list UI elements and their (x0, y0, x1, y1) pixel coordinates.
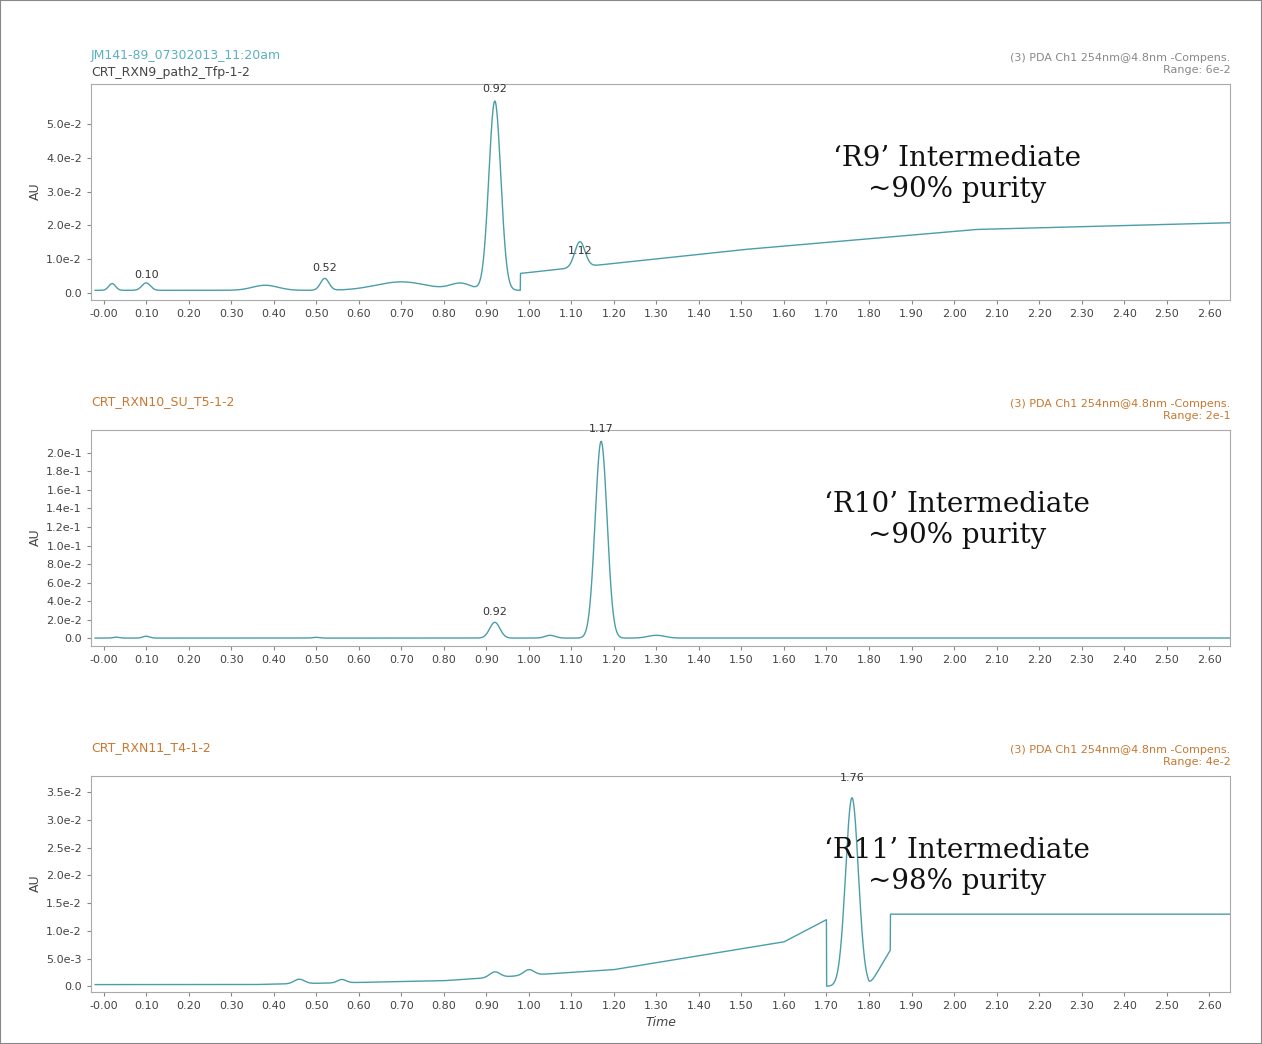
Text: 0.92: 0.92 (482, 84, 507, 94)
Y-axis label: AU: AU (29, 875, 42, 893)
Text: ‘R9’ Intermediate
~90% purity: ‘R9’ Intermediate ~90% purity (833, 145, 1082, 204)
Text: CRT_RXN11_T4-1-2: CRT_RXN11_T4-1-2 (91, 741, 211, 754)
Text: (3) PDA Ch1 254nm@4.8nm -Compens.
Range: 6e-2: (3) PDA Ch1 254nm@4.8nm -Compens. Range:… (1010, 53, 1230, 75)
Text: ‘R11’ Intermediate
~98% purity: ‘R11’ Intermediate ~98% purity (824, 837, 1090, 896)
Text: 0.92: 0.92 (482, 607, 507, 617)
Text: JM141-89_07302013_11:20am: JM141-89_07302013_11:20am (91, 49, 281, 62)
Text: 0.52: 0.52 (313, 263, 337, 272)
Y-axis label: AU: AU (29, 183, 42, 200)
X-axis label: Time: Time (645, 1017, 676, 1029)
Text: ‘R10’ Intermediate
~90% purity: ‘R10’ Intermediate ~90% purity (824, 492, 1090, 549)
Text: (3) PDA Ch1 254nm@4.8nm -Compens.
Range: 2e-1: (3) PDA Ch1 254nm@4.8nm -Compens. Range:… (1010, 399, 1230, 421)
Text: 1.12: 1.12 (568, 246, 592, 256)
Text: 1.76: 1.76 (839, 774, 864, 783)
Text: 1.17: 1.17 (589, 424, 613, 433)
Y-axis label: AU: AU (29, 529, 42, 546)
Text: (3) PDA Ch1 254nm@4.8nm -Compens.
Range: 4e-2: (3) PDA Ch1 254nm@4.8nm -Compens. Range:… (1010, 745, 1230, 767)
Text: CRT_RXN9_path2_Tfp-1-2: CRT_RXN9_path2_Tfp-1-2 (91, 66, 250, 79)
Text: CRT_RXN10_SU_T5-1-2: CRT_RXN10_SU_T5-1-2 (91, 395, 235, 408)
Text: 0.10: 0.10 (134, 269, 159, 280)
